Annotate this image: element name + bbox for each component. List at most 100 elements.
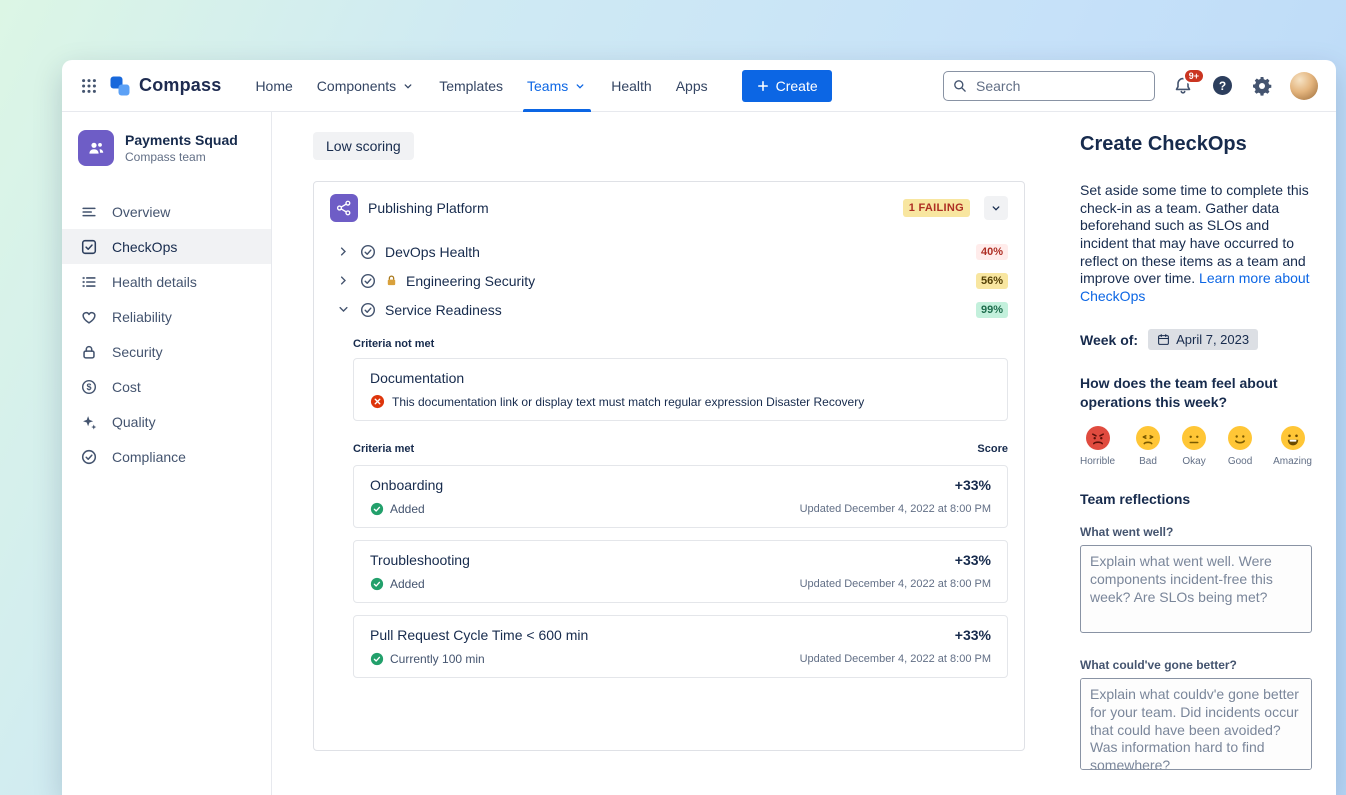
chevron-right-icon (336, 273, 351, 288)
service-readiness-details: Criteria not met Documentation This docu… (353, 338, 1008, 678)
scorecard-row-service-readiness[interactable]: Service Readiness 99% (330, 295, 1008, 324)
sidebar-item-quality[interactable]: Quality (62, 404, 271, 439)
team-avatar (78, 130, 114, 166)
criterion-updated: Updated December 4, 2022 at 8:00 PM (799, 578, 991, 590)
help-button[interactable]: ? (1211, 74, 1234, 97)
notifications-button[interactable]: 9+ (1171, 67, 1205, 98)
main-content: Low scoring Publishing Platform 1 FAILIN… (272, 112, 1060, 795)
what-went-well-label: What went well? (1080, 524, 1174, 539)
criterion-updated: Updated December 4, 2022 at 8:00 PM (799, 653, 991, 665)
mood-okay-button[interactable]: Okay (1181, 425, 1207, 467)
criterion-pr-cycle-time: Pull Request Cycle Time < 600 min +33% C… (353, 615, 1008, 678)
plus-icon (756, 79, 770, 93)
bad-face-icon (1135, 425, 1161, 451)
search-icon (952, 78, 968, 94)
compass-brand[interactable]: Compass (108, 74, 221, 98)
app-window: Compass Home Components Templates Teams … (62, 60, 1336, 795)
chevron-down-icon (573, 79, 587, 93)
week-of-label: Week of: (1080, 331, 1139, 348)
mood-amazing-button[interactable]: Amazing (1273, 425, 1312, 467)
sidebar-item-checkops[interactable]: CheckOps (62, 229, 271, 264)
team-header[interactable]: Payments Squad Compass team (62, 130, 271, 166)
panel-title: Create CheckOps (1080, 133, 1247, 155)
gear-icon (1252, 76, 1272, 96)
people-icon (86, 138, 106, 158)
nav-components[interactable]: Components (305, 60, 427, 112)
mood-horrible-button[interactable]: Horrible (1080, 425, 1115, 467)
sidebar-item-cost[interactable]: $ Cost (62, 369, 271, 404)
score-badge: 40% (975, 243, 1008, 260)
nav-apps[interactable]: Apps (675, 77, 708, 94)
app-grid-icon (80, 77, 98, 95)
nav-templates[interactable]: Templates (439, 77, 503, 94)
okay-face-icon (1181, 425, 1207, 451)
nav-home[interactable]: Home (255, 77, 293, 94)
what-went-well-input[interactable] (1080, 544, 1312, 633)
criterion-documentation: Documentation This documentation link or… (353, 358, 1008, 421)
help-icon: ? (1213, 76, 1232, 95)
error-message: This documentation link or display text … (392, 394, 865, 409)
settings-button[interactable] (1250, 74, 1274, 98)
criteria-not-met-label: Criteria not met (353, 338, 435, 350)
svg-text:$: $ (86, 382, 91, 392)
compass-logo-icon (108, 74, 132, 98)
horrible-face-icon (1085, 425, 1111, 451)
scorecard-check-icon (359, 272, 377, 290)
week-date-picker[interactable]: April 7, 2023 (1148, 329, 1259, 351)
sidebar-item-overview[interactable]: Overview (62, 194, 271, 229)
gold-lock-icon (385, 274, 398, 287)
checkops-panel: Create CheckOps Set aside some time to c… (1060, 112, 1336, 795)
search-box[interactable] (943, 70, 1155, 101)
criterion-score: +33% (954, 477, 991, 493)
criterion-troubleshooting: Troubleshooting +33% Added Updated Decem… (353, 540, 1008, 603)
mood-good-button[interactable]: Good (1227, 425, 1253, 467)
team-subtitle: Compass team (125, 150, 206, 164)
app-switcher-button[interactable] (74, 71, 104, 101)
good-face-icon (1227, 425, 1253, 451)
sidebar-item-security[interactable]: Security (62, 334, 271, 369)
sidebar-item-health-details[interactable]: Health details (62, 264, 271, 299)
component-icon (330, 194, 358, 222)
nav-teams[interactable]: Teams (515, 60, 599, 112)
check-circle-icon (80, 448, 98, 466)
chevron-right-icon (336, 244, 351, 259)
search-input[interactable] (974, 76, 1146, 95)
sidebar-item-compliance[interactable]: Compliance (62, 439, 271, 474)
checkbox-icon (80, 238, 98, 256)
calendar-icon (1157, 333, 1170, 346)
collapse-card-button[interactable] (984, 196, 1008, 220)
navbar-right: 9+ ? (943, 67, 1318, 101)
score-badge: 99% (975, 301, 1008, 318)
scorecard-check-icon (359, 243, 377, 261)
success-icon (370, 652, 384, 666)
scorecard-row-engineering-security[interactable]: Engineering Security 56% (330, 266, 1008, 295)
success-icon (370, 577, 384, 591)
criterion-score: +33% (954, 552, 991, 568)
mood-question: How does the team feel about operations … (1080, 375, 1278, 410)
sparkle-icon (80, 413, 98, 431)
amazing-face-icon (1280, 425, 1306, 451)
gone-better-label: What could've gone better? (1080, 657, 1237, 672)
gone-better-input[interactable] (1080, 677, 1312, 770)
create-button[interactable]: Create (741, 69, 832, 102)
criterion-score: +33% (954, 627, 991, 643)
primary-nav: Home Components Templates Teams Health A… (243, 60, 719, 112)
overview-icon (80, 203, 98, 221)
criterion-onboarding: Onboarding +33% Added Updated December 4… (353, 465, 1008, 528)
criterion-updated: Updated December 4, 2022 at 8:00 PM (799, 503, 991, 515)
team-reflections-title: Team reflections (1080, 490, 1191, 507)
nav-health[interactable]: Health (611, 77, 652, 94)
scorecard-row-devops-health[interactable]: DevOps Health 40% (330, 237, 1008, 266)
team-name: Payments Squad (125, 132, 238, 148)
chevron-down-icon (401, 79, 415, 93)
heart-icon (80, 308, 98, 326)
user-avatar[interactable] (1290, 71, 1318, 100)
filter-low-scoring[interactable]: Low scoring (313, 132, 414, 160)
learn-more-link[interactable]: Learn more about CheckOps (1080, 270, 1310, 304)
component-card: Publishing Platform 1 FAILING DevOps Hea… (313, 181, 1025, 751)
mood-bad-button[interactable]: Bad (1135, 425, 1161, 467)
sidebar-item-reliability[interactable]: Reliability (62, 299, 271, 334)
brand-name: Compass (139, 75, 222, 95)
score-column-label: Score (977, 443, 1008, 455)
failing-badge: 1 FAILING (902, 199, 970, 217)
